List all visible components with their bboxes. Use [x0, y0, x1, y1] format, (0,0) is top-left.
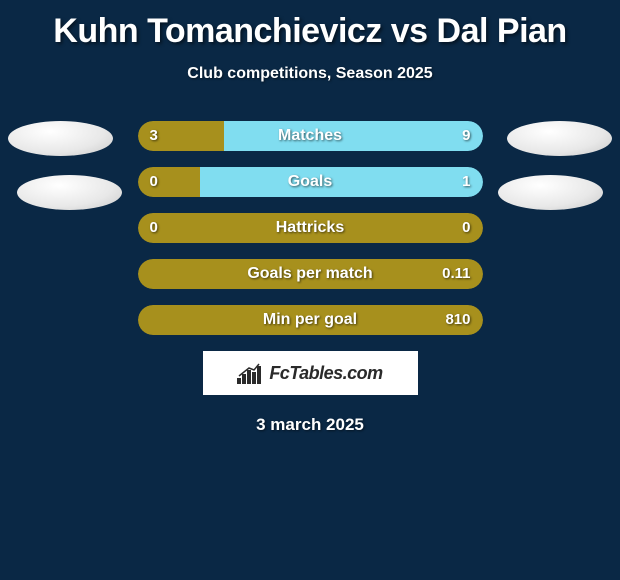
bar-label: Hattricks [138, 213, 483, 243]
bar-label: Goals per match [138, 259, 483, 289]
player-left-avatar-1 [8, 121, 113, 156]
player-right-avatar-1 [507, 121, 612, 156]
bar-value-right: 9 [462, 121, 470, 151]
date-label: 3 march 2025 [0, 415, 620, 435]
fctables-logo-icon [237, 362, 265, 384]
logo-box: FcTables.com [203, 351, 418, 395]
bar-value-right: 0 [462, 213, 470, 243]
stat-bar-row: Min per goal810 [138, 305, 483, 335]
stat-bar-row: Goals0 1 [138, 167, 483, 197]
bar-value-right: 0.11 [442, 259, 470, 289]
bar-value-left: 0 [150, 213, 158, 243]
bars-container: Matches39Goals01Hattricks00Goals per mat… [138, 121, 483, 335]
logo-text: FcTables.com [269, 363, 382, 384]
bar-label: Matches [138, 121, 483, 151]
bar-value-right: 810 [445, 305, 470, 335]
stat-bar-row: Matches3 9 [138, 121, 483, 151]
bar-value-left: 0 [150, 167, 158, 197]
bar-label: Min per goal [138, 305, 483, 335]
bar-value-left: 3 [150, 121, 158, 151]
stat-bar-row: Hattricks0 0 [138, 213, 483, 243]
bar-label: Goals [138, 167, 483, 197]
comparison-chart: Matches39Goals01Hattricks00Goals per mat… [0, 121, 620, 335]
player-left-avatar-2 [17, 175, 122, 210]
page-title: Kuhn Tomanchievicz vs Dal Pian [0, 0, 620, 51]
player-right-avatar-2 [498, 175, 603, 210]
subtitle: Club competitions, Season 2025 [0, 65, 620, 83]
stat-bar-row: Goals per match0.11 [138, 259, 483, 289]
bar-value-right: 1 [462, 167, 470, 197]
